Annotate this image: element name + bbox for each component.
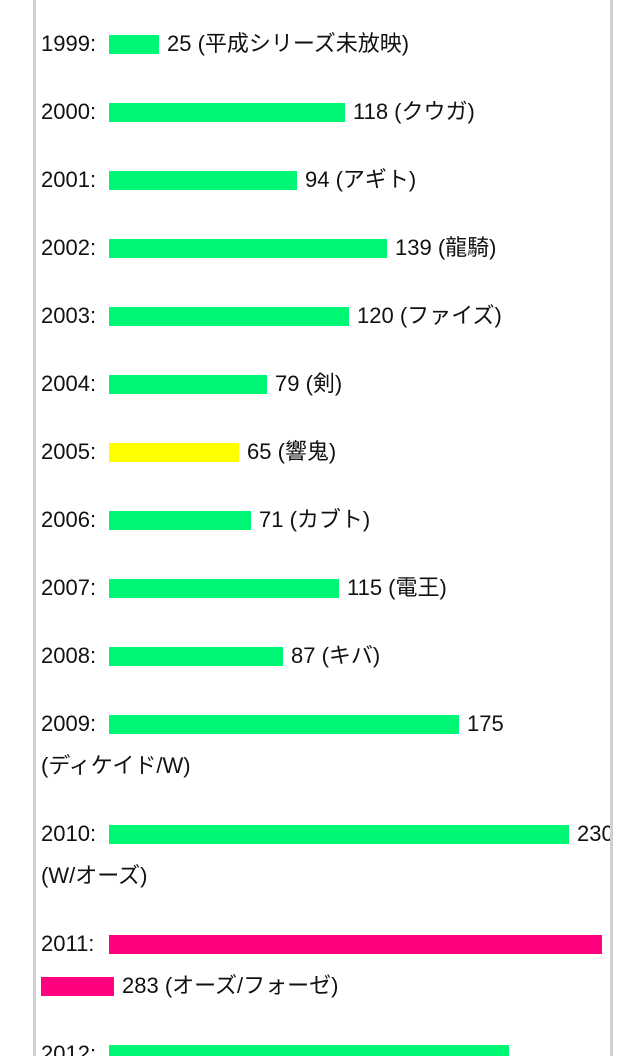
year-label: 2008:: [41, 643, 97, 668]
year-label: 2004:: [41, 371, 97, 396]
value-label: 120 (ファイズ): [357, 303, 502, 328]
year-label: 2005:: [41, 439, 97, 464]
bar: [109, 239, 387, 258]
bar-chart: 1999: 25 (平成シリーズ未放映) 2000: 118 (クウガ) 2001: 94…: [36, 0, 610, 1056]
bar: [109, 935, 602, 954]
value-label-continued: (ディケイド/W): [41, 753, 191, 778]
bar: [109, 715, 459, 734]
value-label-continued: (W/オーズ): [41, 863, 148, 888]
bar: [109, 35, 159, 54]
year-label: 2006:: [41, 507, 97, 532]
bar: [109, 171, 297, 190]
year-label: 2011:: [41, 931, 95, 956]
value-label: 71 (カブト): [259, 507, 371, 532]
value-label: 230: [577, 821, 613, 846]
value-label: 175: [467, 711, 504, 736]
value-label: 283 (オーズ/フォーゼ): [122, 973, 339, 998]
bar: [109, 307, 349, 326]
value-label: 94 (アギト): [305, 167, 417, 192]
bar: [109, 1045, 509, 1056]
value-label: 65 (響鬼): [247, 439, 337, 464]
year-label: 2012:: [41, 1041, 97, 1056]
year-label: 2003:: [41, 303, 97, 328]
year-label: 2002:: [41, 235, 97, 260]
year-label: 2010:: [41, 821, 97, 846]
year-label: 1999:: [41, 31, 97, 56]
value-label: 139 (龍騎): [395, 235, 497, 260]
bar: [109, 511, 251, 530]
bar: [109, 103, 345, 122]
year-label: 2009:: [41, 711, 97, 736]
value-label: 87 (キバ): [291, 643, 381, 668]
year-label: 2000:: [41, 99, 97, 124]
bar: [109, 579, 339, 598]
year-label: 2007:: [41, 575, 97, 600]
chart-frame: 1999: 25 (平成シリーズ未放映) 2000: 118 (クウガ) 2001: 94…: [33, 0, 613, 1056]
bar: [109, 443, 239, 462]
bar: [109, 825, 569, 844]
bar: [109, 647, 283, 666]
bar: [109, 375, 267, 394]
value-label: 25 (平成シリーズ未放映): [167, 31, 410, 56]
value-label: 118 (クウガ): [353, 99, 475, 124]
value-label: 115 (電王): [347, 575, 447, 600]
bar-continued: [41, 977, 114, 996]
value-label: 79 (剣): [275, 371, 343, 396]
year-label: 2001:: [41, 167, 97, 192]
